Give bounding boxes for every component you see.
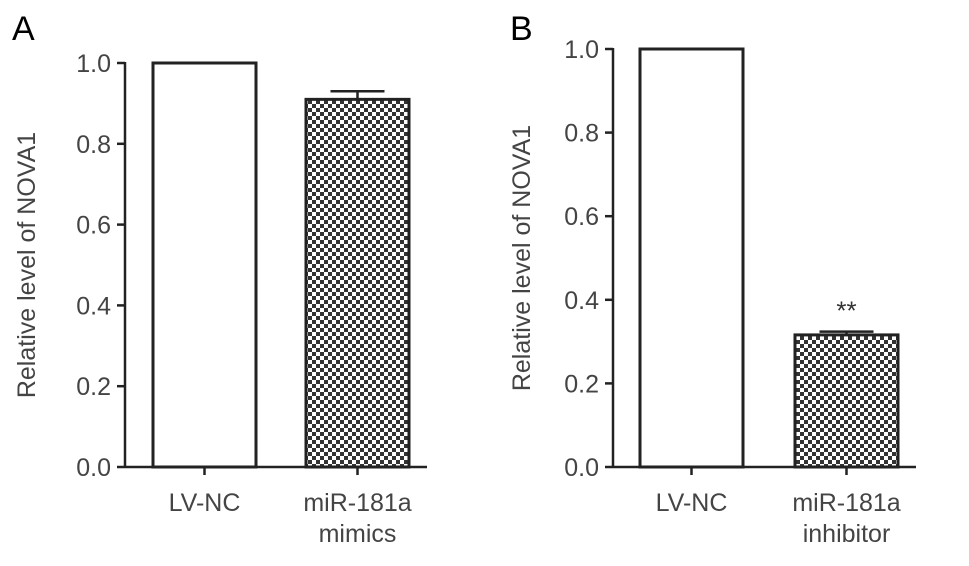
y-tick-label: 0.6 xyxy=(76,212,111,240)
significance-label: ** xyxy=(836,296,856,326)
y-axis-label: Relative level of NOVA1 xyxy=(13,132,41,398)
y-tick-label: 0.2 xyxy=(76,373,111,401)
bar xyxy=(304,97,411,469)
bar xyxy=(151,61,258,469)
y-tick-label: 0.8 xyxy=(564,120,599,148)
y-tick-label: 1.0 xyxy=(564,36,599,64)
x-tick-label: LV-NC xyxy=(169,489,241,517)
y-tick-label: 1.0 xyxy=(76,50,111,78)
y-tick-label: 0.0 xyxy=(564,454,599,482)
y-tick-label: 0.4 xyxy=(76,292,111,320)
panel-A: A 0.0 0.2 0.4 0.6 0.8 1.0 Relative level of NOV… xyxy=(12,10,427,548)
x-tick-label: miR-181a xyxy=(792,489,900,517)
y-tick-label: 0.0 xyxy=(76,454,111,482)
bar xyxy=(638,47,745,469)
y-tick-label: 0.2 xyxy=(564,370,599,398)
y-tick-label: 0.4 xyxy=(564,287,599,315)
x-tick-label: mimics xyxy=(319,520,397,548)
panel-B: B 0.0 0.2 0.4 0.6 0.8 1.0 Relative level of NOV… xyxy=(508,10,916,548)
x-tick-label: miR-181a xyxy=(303,489,411,517)
x-tick-label: inhibitor xyxy=(803,520,891,548)
panel-label: A xyxy=(12,10,35,48)
y-tick-label: 0.8 xyxy=(76,131,111,159)
y-axis-label: Relative level of NOVA1 xyxy=(508,125,536,391)
panel-label: B xyxy=(510,10,533,48)
x-tick-label: LV-NC xyxy=(656,489,728,517)
y-tick-label: 0.6 xyxy=(564,203,599,231)
bar xyxy=(793,333,900,469)
